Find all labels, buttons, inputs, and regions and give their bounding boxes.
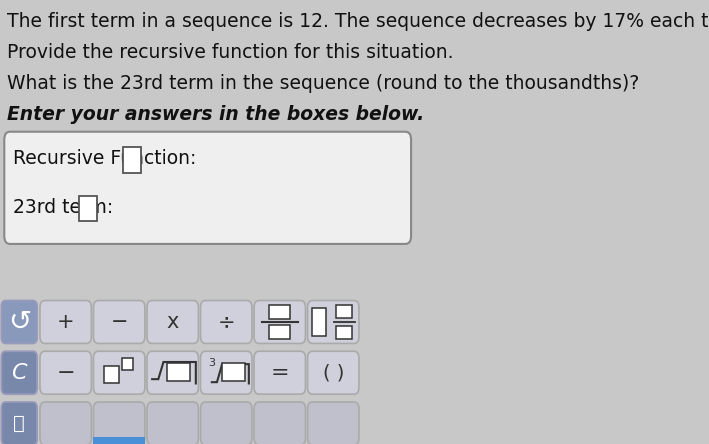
FancyBboxPatch shape — [201, 402, 252, 444]
Text: −: − — [111, 312, 128, 332]
Bar — [79, 196, 97, 222]
FancyBboxPatch shape — [201, 351, 252, 394]
FancyBboxPatch shape — [40, 402, 91, 444]
Text: 23rd term:: 23rd term: — [13, 198, 113, 217]
Text: What is the 23rd term in the sequence (round to the thousandths)?: What is the 23rd term in the sequence (r… — [7, 74, 640, 93]
Bar — [336, 326, 352, 339]
Bar — [104, 366, 119, 384]
Text: +: + — [57, 312, 74, 332]
FancyBboxPatch shape — [40, 301, 91, 344]
Text: ↺: ↺ — [8, 308, 31, 336]
FancyBboxPatch shape — [94, 351, 145, 394]
FancyBboxPatch shape — [40, 351, 91, 394]
Bar — [94, 437, 145, 444]
Text: C: C — [11, 363, 27, 383]
Text: 🗑: 🗑 — [13, 414, 25, 433]
FancyBboxPatch shape — [201, 301, 252, 344]
Bar — [269, 305, 290, 318]
Bar — [312, 308, 326, 336]
Text: Recursive Function:: Recursive Function: — [13, 149, 196, 168]
FancyBboxPatch shape — [147, 402, 199, 444]
Text: =: = — [270, 363, 289, 383]
FancyBboxPatch shape — [94, 402, 145, 444]
FancyBboxPatch shape — [1, 402, 37, 444]
FancyBboxPatch shape — [147, 351, 199, 394]
Bar — [269, 325, 290, 339]
FancyBboxPatch shape — [254, 402, 306, 444]
FancyBboxPatch shape — [308, 351, 359, 394]
Bar — [336, 305, 352, 318]
Bar — [222, 363, 245, 381]
Text: Enter your answers in the boxes below.: Enter your answers in the boxes below. — [7, 105, 425, 124]
FancyBboxPatch shape — [1, 301, 37, 344]
Text: Provide the recursive function for this situation.: Provide the recursive function for this … — [7, 43, 454, 62]
Text: ( ): ( ) — [323, 363, 344, 382]
Bar — [123, 147, 141, 173]
Text: 3: 3 — [208, 358, 216, 368]
Text: ÷: ÷ — [218, 312, 235, 332]
FancyBboxPatch shape — [254, 301, 306, 344]
FancyBboxPatch shape — [147, 301, 199, 344]
FancyBboxPatch shape — [308, 402, 359, 444]
Text: x: x — [167, 312, 179, 332]
Bar — [122, 358, 133, 370]
Text: −: − — [56, 363, 75, 383]
FancyBboxPatch shape — [254, 351, 306, 394]
FancyBboxPatch shape — [4, 132, 411, 244]
FancyBboxPatch shape — [1, 351, 37, 394]
Text: The first term in a sequence is 12. The sequence decreases by 17% each term.: The first term in a sequence is 12. The … — [7, 12, 709, 31]
FancyBboxPatch shape — [94, 301, 145, 344]
FancyBboxPatch shape — [308, 301, 359, 344]
Bar — [167, 363, 190, 381]
